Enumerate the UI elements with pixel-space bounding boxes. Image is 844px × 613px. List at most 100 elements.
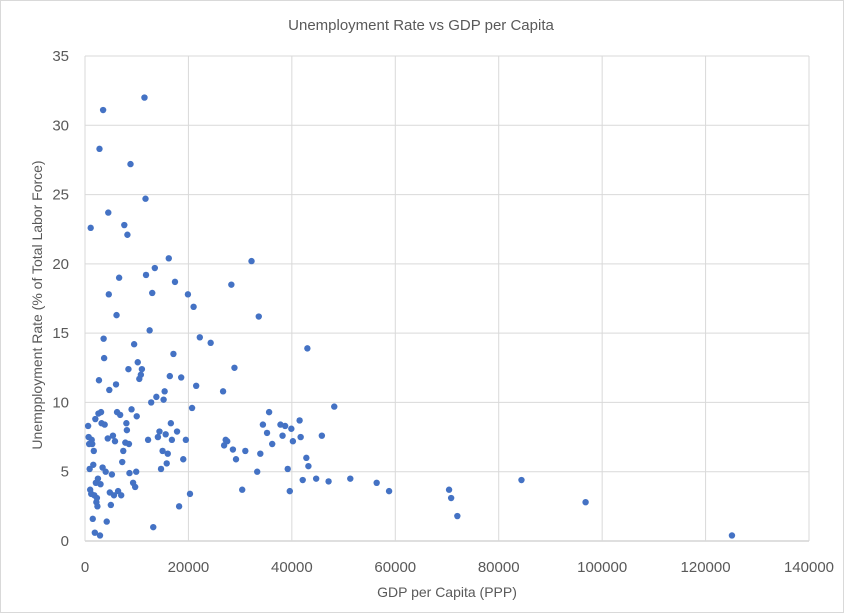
data-point <box>318 432 326 439</box>
data-point <box>156 428 163 435</box>
data-point <box>299 476 306 484</box>
data-point <box>104 435 111 442</box>
data-point <box>84 422 92 430</box>
data-point <box>124 231 131 238</box>
data-point <box>105 291 112 298</box>
data-point <box>142 195 149 202</box>
data-point <box>170 350 177 358</box>
data-point <box>141 94 148 101</box>
data-point <box>120 447 127 455</box>
data-point <box>146 327 153 334</box>
data-point <box>137 371 145 378</box>
data-point <box>325 478 332 485</box>
data-point <box>305 462 312 470</box>
data-point <box>99 106 107 114</box>
data-point <box>103 518 110 525</box>
data-point <box>173 428 181 435</box>
data-point <box>111 438 119 445</box>
data-point <box>150 523 157 531</box>
data-point <box>168 436 176 444</box>
y-tick-label: 0 <box>61 533 69 550</box>
data-point <box>166 372 174 380</box>
data-point <box>108 471 116 478</box>
data-point <box>119 458 126 466</box>
data-point <box>192 382 200 389</box>
data-point <box>224 438 231 445</box>
y-tick-label: 20 <box>52 256 69 273</box>
data-point <box>100 335 107 342</box>
data-point <box>87 224 94 232</box>
data-point <box>518 476 525 484</box>
x-tick-label: 100000 <box>577 559 627 576</box>
x-tick-label: 80000 <box>478 559 520 576</box>
data-point <box>265 408 273 416</box>
data-point <box>89 440 96 448</box>
data-point <box>231 364 238 371</box>
data-point <box>279 432 286 439</box>
data-point <box>93 494 101 502</box>
data-point <box>149 289 156 297</box>
data-point <box>207 339 214 347</box>
data-point <box>97 480 104 488</box>
data-point <box>180 456 187 463</box>
data-point <box>125 365 132 373</box>
y-tick-label: 35 <box>52 48 69 65</box>
data-point <box>284 465 291 473</box>
y-tick-label: 15 <box>52 325 69 342</box>
data-point <box>347 475 354 482</box>
data-point <box>97 408 105 416</box>
data-point <box>90 461 97 468</box>
data-point <box>186 490 194 498</box>
data-point <box>228 281 235 288</box>
data-point <box>130 341 138 348</box>
data-point <box>127 160 134 168</box>
data-point <box>385 487 393 495</box>
x-tick-label: 40000 <box>271 559 313 576</box>
y-tick-label: 30 <box>52 117 69 134</box>
data-point <box>259 421 267 428</box>
data-point <box>154 433 162 441</box>
data-point <box>289 438 297 445</box>
data-point <box>134 359 141 366</box>
data-point <box>163 460 170 467</box>
data-point <box>190 303 197 311</box>
data-point <box>109 432 117 439</box>
data-point <box>131 483 139 491</box>
data-point <box>128 406 135 413</box>
data-point <box>94 503 101 510</box>
data-point <box>303 454 310 462</box>
data-point <box>447 494 455 502</box>
data-point <box>113 311 120 319</box>
data-point <box>254 468 261 475</box>
x-tick-label: 20000 <box>168 559 210 576</box>
data-point <box>107 501 115 509</box>
data-point <box>153 393 160 401</box>
data-point <box>312 475 320 482</box>
data-point <box>91 529 99 536</box>
data-point <box>123 426 131 434</box>
x-axis-label: GDP per Capita (PPP) <box>377 584 517 600</box>
data-point <box>151 264 159 272</box>
data-point <box>331 403 338 410</box>
data-point <box>582 499 589 506</box>
data-point <box>728 532 736 539</box>
data-point <box>110 492 118 499</box>
data-point <box>297 433 304 441</box>
chart-title: Unemployment Rate vs GDP per Capita <box>288 17 554 34</box>
data-point <box>95 377 103 384</box>
data-point <box>121 221 128 229</box>
data-point <box>255 313 262 320</box>
data-point <box>90 447 97 455</box>
data-point <box>445 486 453 493</box>
data-point <box>94 475 102 482</box>
data-point <box>102 468 109 475</box>
data-point <box>188 404 196 412</box>
data-point <box>132 468 140 475</box>
data-point <box>171 278 179 286</box>
x-tick-label: 0 <box>81 559 89 576</box>
data-point <box>100 354 108 362</box>
data-point <box>115 274 123 281</box>
data-point <box>232 456 240 463</box>
